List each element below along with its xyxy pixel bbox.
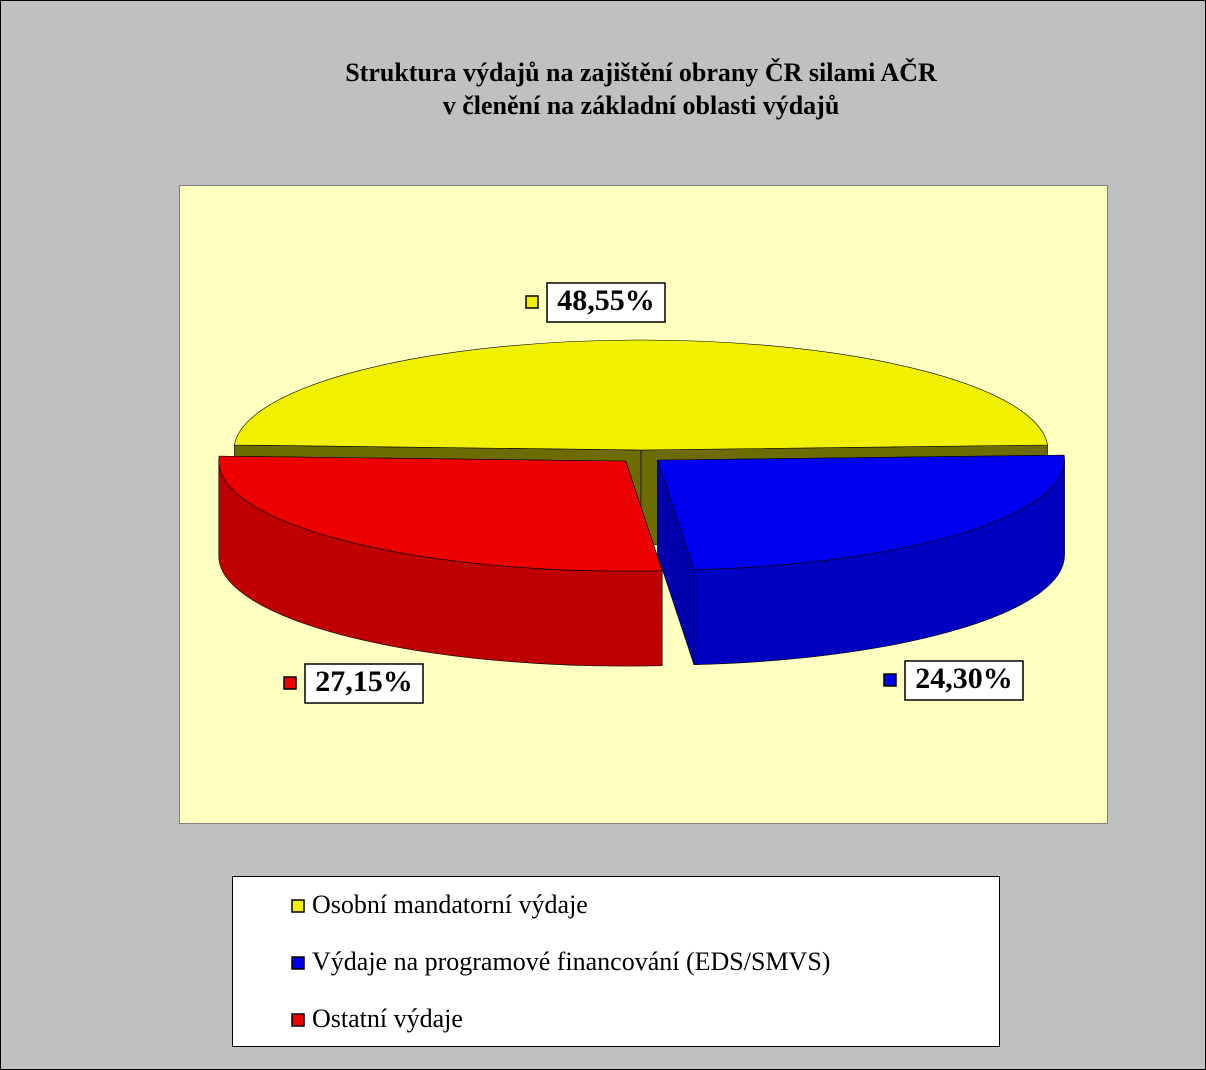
legend-marker [291, 1013, 305, 1027]
legend-label: Výdaje na programové financování (EDS/SM… [312, 947, 830, 976]
data-label: 27,15% [315, 665, 413, 698]
legend-label: Osobní mandatorní výdaje [312, 890, 588, 919]
label-marker [525, 295, 539, 309]
chart-subtitle: v členění na základní oblasti výdajů [443, 91, 840, 120]
legend-marker [291, 956, 305, 970]
label-box [904, 660, 1024, 701]
legend-marker [291, 899, 305, 913]
label-marker [283, 676, 297, 690]
chart-title: Struktura výdajů na zajištění obrany ČR … [345, 58, 937, 87]
legend [232, 876, 1000, 1047]
legend-label: Ostatní výdaje [312, 1004, 463, 1033]
data-label: 48,55% [557, 284, 655, 317]
label-marker [883, 673, 897, 687]
pie-slice [234, 339, 1048, 451]
label-box [304, 663, 424, 704]
pie-slice [657, 454, 1065, 570]
label-box [546, 282, 666, 323]
data-label: 24,30% [915, 662, 1013, 695]
pie-slice [218, 455, 663, 572]
